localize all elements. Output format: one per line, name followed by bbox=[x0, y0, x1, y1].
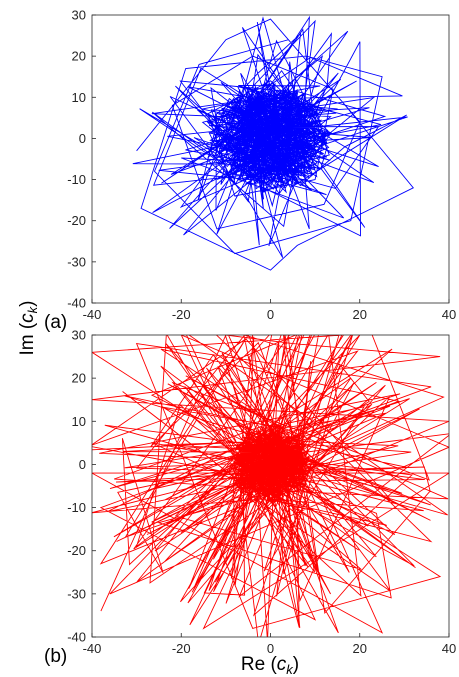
x-tick-label-a-0: -40 bbox=[83, 307, 102, 322]
ticks-a: -40 -20 0 20 40 30 20 10 0 -10 -20 -30 -40 bbox=[67, 8, 456, 323]
x-tick-label-b-0: -40 bbox=[83, 641, 102, 656]
trajectory-a bbox=[132, 15, 415, 271]
ticks-b: -40 -20 0 20 40 30 20 10 0 -10 -20 -30 -40 bbox=[67, 328, 456, 657]
y-tick-label-b-1: 20 bbox=[72, 371, 86, 386]
trajectory-b bbox=[92, 335, 449, 637]
y-tick-label-b-2: 10 bbox=[72, 414, 86, 429]
y-tick-label-a-4: -10 bbox=[67, 172, 86, 187]
y-axis-label: Im (ck) bbox=[17, 300, 40, 355]
trajectory-line-b bbox=[92, 335, 449, 637]
panel-label-a: (a) bbox=[44, 312, 67, 333]
y-tick-label-a-0: 30 bbox=[72, 8, 86, 23]
x-tick-label-b-2: 0 bbox=[267, 641, 274, 656]
y-tick-label-a-1: 20 bbox=[72, 49, 86, 64]
x-tick-label-a-4: 40 bbox=[442, 307, 456, 322]
chart-panel-b: -40 -20 0 20 40 30 20 10 0 -10 -20 -30 -40 (b) bbox=[44, 328, 456, 668]
y-tick-label-a-7: -40 bbox=[67, 296, 86, 311]
chart-panel-a: -40 -20 0 20 40 30 20 10 0 -10 -20 -30 -40 (a) bbox=[44, 8, 456, 334]
x-tick-label-a-1: -20 bbox=[172, 307, 191, 322]
x-tick-label-a-2: 0 bbox=[267, 307, 274, 322]
y-tick-label-a-3: 0 bbox=[79, 131, 86, 146]
x-tick-label-a-3: 20 bbox=[353, 307, 367, 322]
y-tick-label-b-7: -40 bbox=[67, 630, 86, 645]
y-tick-label-b-0: 30 bbox=[72, 328, 86, 343]
y-tick-label-a-5: -20 bbox=[67, 213, 86, 228]
x-axis-label: Re (ck) bbox=[241, 654, 299, 677]
trajectory-line-a bbox=[132, 15, 415, 271]
y-tick-label-a-2: 10 bbox=[72, 90, 86, 105]
y-tick-label-b-5: -20 bbox=[67, 543, 86, 558]
y-tick-label-b-3: 0 bbox=[79, 457, 86, 472]
y-tick-label-b-4: -10 bbox=[67, 500, 86, 515]
panel-label-b: (b) bbox=[44, 646, 67, 667]
y-tick-label-a-6: -30 bbox=[67, 254, 86, 269]
x-tick-label-b-1: -20 bbox=[172, 641, 191, 656]
y-tick-label-b-6: -30 bbox=[67, 586, 86, 601]
x-tick-label-b-4: 40 bbox=[442, 641, 456, 656]
x-tick-label-b-3: 20 bbox=[353, 641, 367, 656]
